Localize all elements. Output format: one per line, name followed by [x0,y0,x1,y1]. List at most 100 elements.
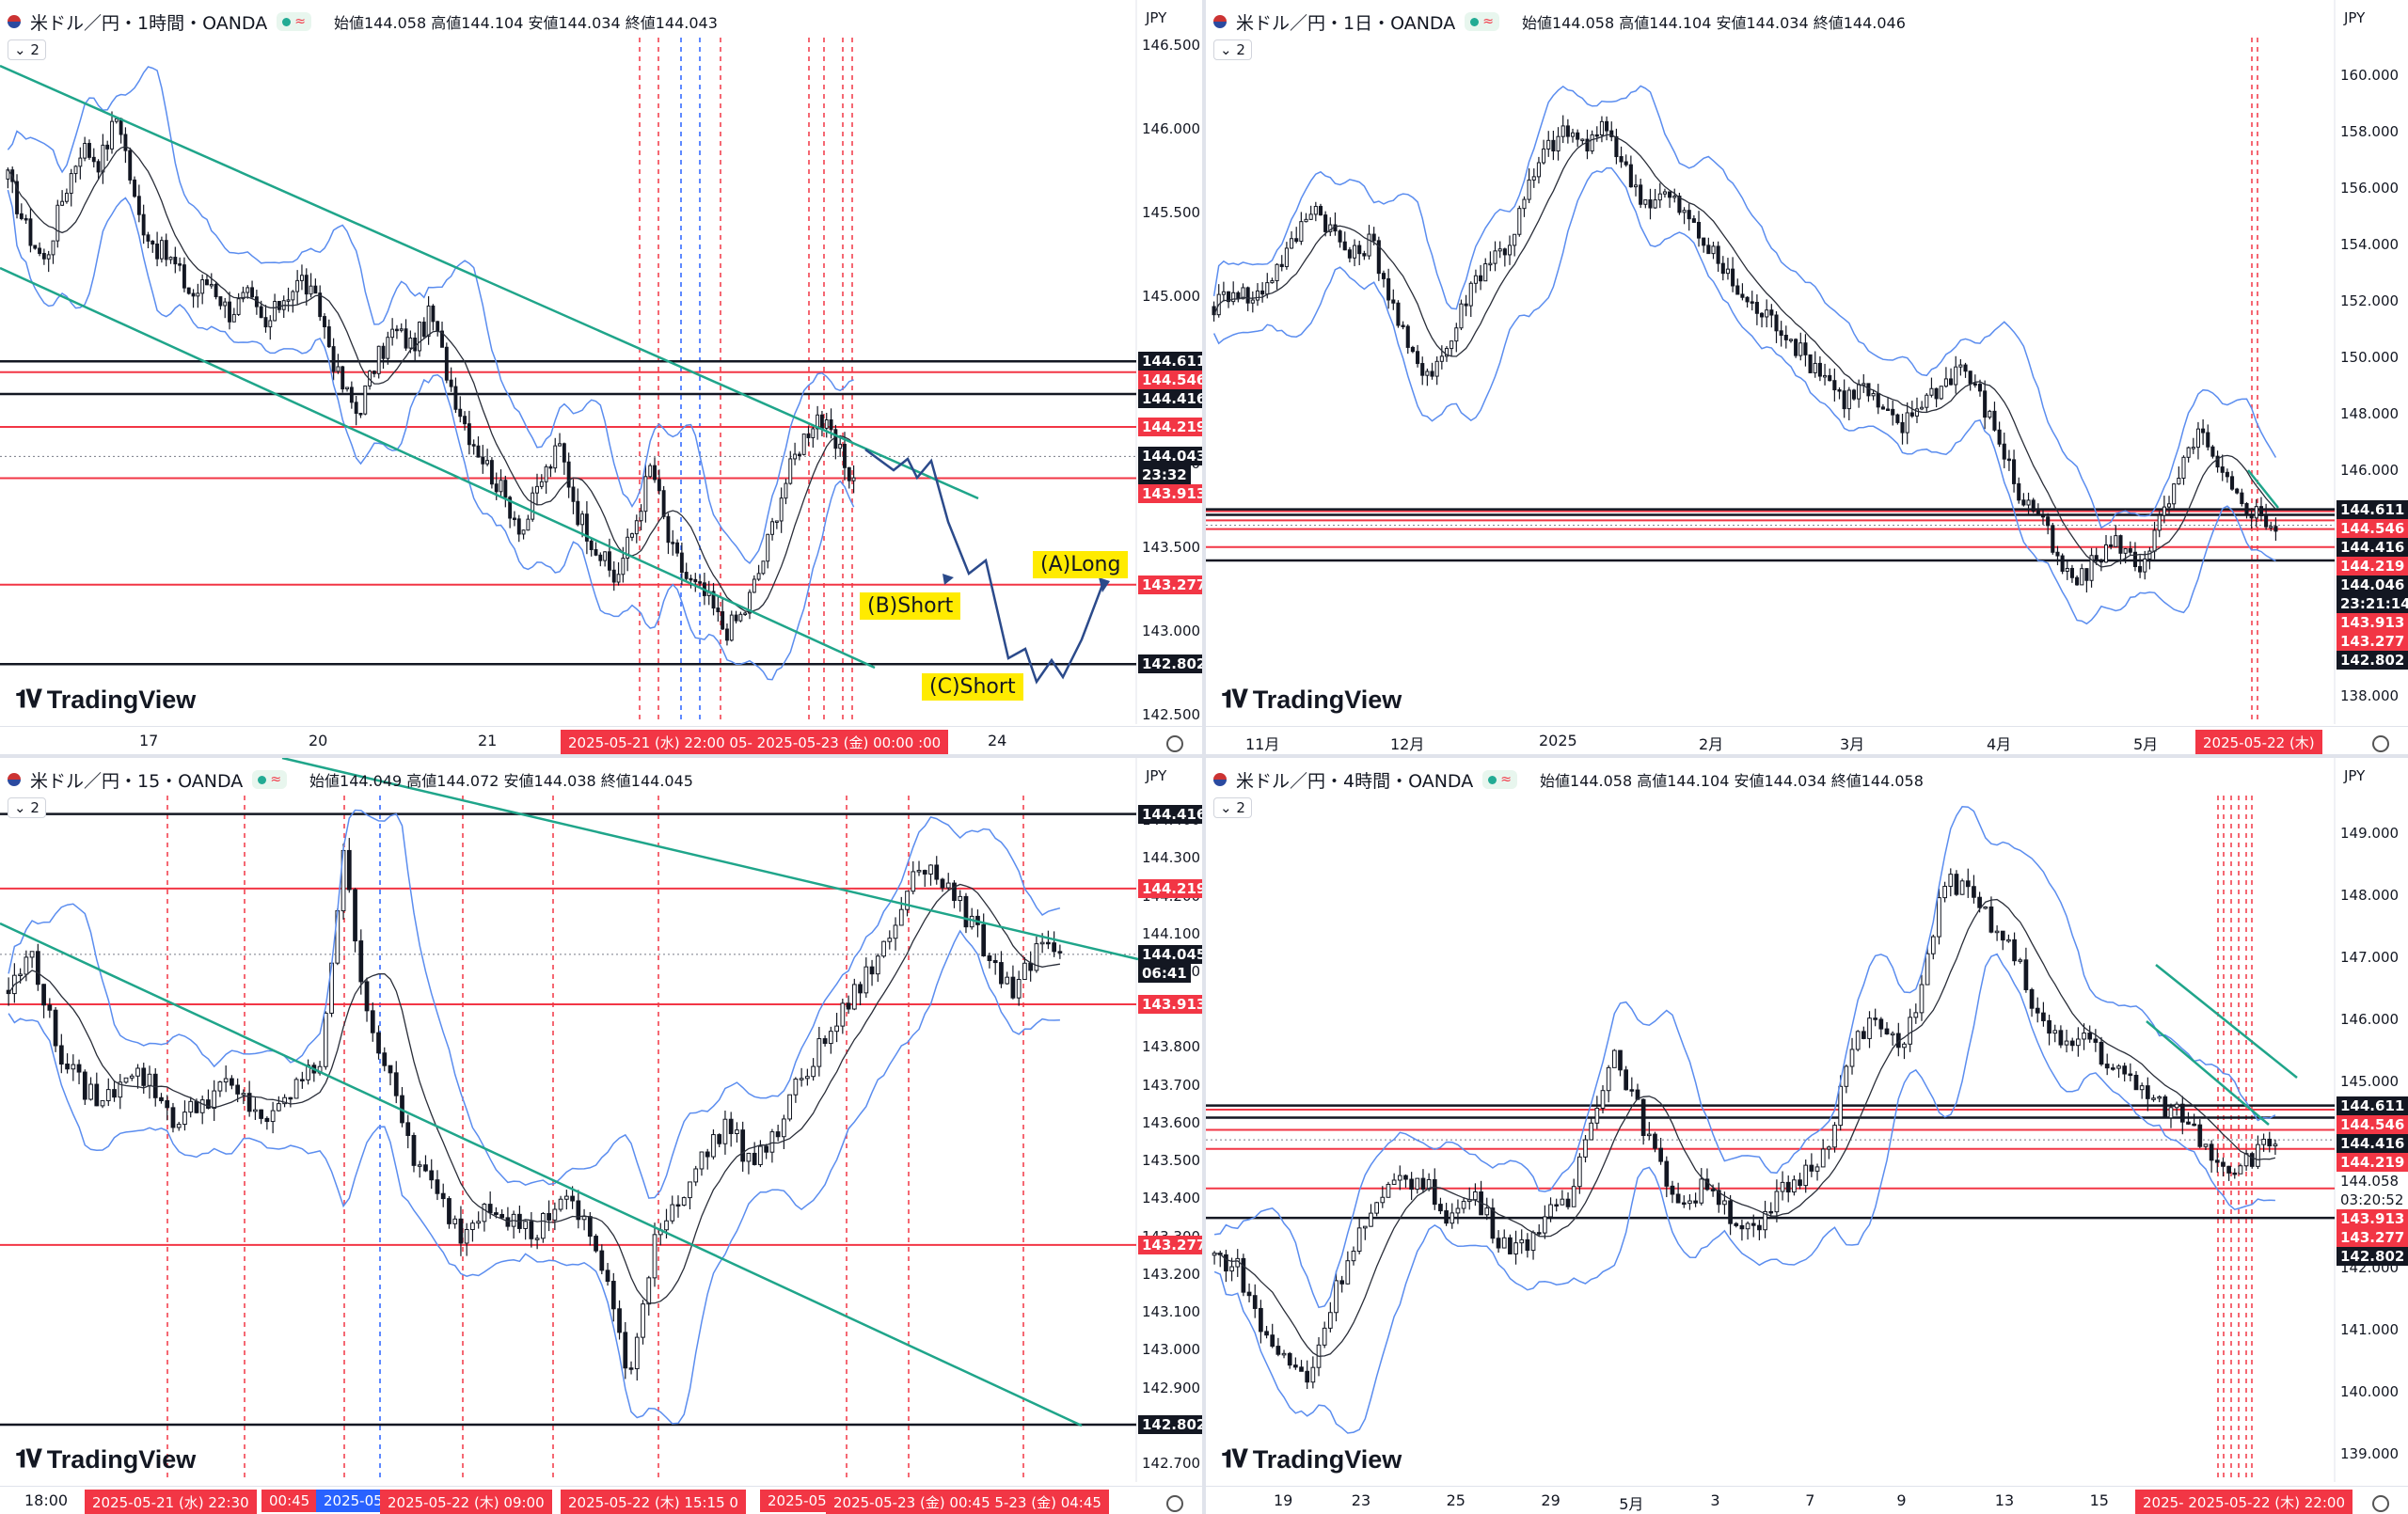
symbol-title[interactable]: 米ドル／円・4時間・OANDA [1236,770,1474,792]
candle [1754,302,1759,314]
price-chart-1h[interactable] [0,0,1202,754]
candle [1633,184,1639,188]
annotation-a-long[interactable]: (A)Long [1033,551,1129,578]
price-tag[interactable]: 142.802 [2337,1246,2408,1266]
annotation-b-short[interactable]: (B)Short [860,592,961,620]
time-selection-2[interactable]: 00:45 [261,1490,318,1512]
price-tag[interactable]: 144.219 [1138,878,1202,898]
candle [1290,238,1294,249]
price-tag[interactable]: 142.802 [2337,650,2408,670]
price-tag[interactable]: 143.913 [1138,484,1202,504]
currency-label[interactable]: JPY [1146,9,1167,26]
price-tag[interactable]: 144.546 [1138,371,1202,390]
status-pill[interactable]: ≈ [252,770,288,789]
price-tag[interactable]: 23:32 [1138,465,1191,485]
settings-icon[interactable] [1166,735,1183,752]
price-tag[interactable]: 03:20:52 [2337,1190,2408,1209]
price-tag[interactable]: 144.416 [1138,804,1202,824]
chart-panel-1h[interactable]: 米ドル／円・1時間・OANDA ≈ 始値144.058 高値144.104 安値… [0,0,1202,754]
symbol-title[interactable]: 米ドル／円・1日・OANDA [1236,12,1456,34]
time-axis[interactable] [0,726,1202,754]
time-axis[interactable] [0,1486,1202,1514]
candle [2256,1143,2260,1167]
indicator-collapse-button[interactable]: ⌄ 2 [8,39,46,60]
price-tag[interactable]: 144.046 [2337,575,2408,594]
chart-panel-1d[interactable]: 米ドル／円・1日・OANDA ≈ 始値144.058 高値144.104 安値1… [1206,0,2408,754]
y-tick-label: 141.000 [2340,1321,2400,1338]
price-chart-4h[interactable] [1206,758,2408,1514]
price-chart-15m[interactable] [0,758,1202,1514]
settings-icon[interactable] [2372,735,2389,752]
price-tag[interactable]: 144.416 [2337,1133,2408,1153]
price-tag[interactable]: 144.219 [2337,556,2408,576]
panel-divider-h[interactable] [0,754,2408,758]
price-tag[interactable]: 144.546 [2337,1114,2408,1134]
price-tag[interactable]: 144.219 [2337,1152,2408,1172]
price-tag[interactable]: 144.546 [2337,518,2408,538]
candle [1484,1207,1490,1216]
time-selection-5[interactable]: 2025-05-22 (木) 15:15 0 [561,1490,746,1514]
indicator-count: 2 [1236,41,1245,58]
price-tag[interactable]: 06:41 [1138,963,1191,983]
indicator-collapse-button[interactable]: ⌄ 2 [1213,797,1252,818]
time-selection-1[interactable]: 2025-05-21 (水) 22:30 [85,1490,257,1514]
time-axis[interactable] [1206,726,2408,754]
price-tag[interactable]: 144.611 [2337,1096,2408,1115]
time-selection-range[interactable]: 2025-05-22 (木) [2195,730,2322,754]
price-tag[interactable]: 142.802 [1138,654,1202,674]
tradingview-logo[interactable]: 𝟏𝐕 TradingView [15,685,196,715]
price-tag[interactable]: 143.277 [1138,1235,1202,1254]
candle [646,1277,652,1305]
price-tag[interactable]: 143.913 [2337,1208,2408,1228]
tradingview-logo[interactable]: 𝟏𝐕 TradingView [1221,1444,1402,1475]
status-pill[interactable]: ≈ [1482,770,1517,789]
currency-label[interactable]: JPY [2344,767,2366,784]
indicator-collapse-button[interactable]: ⌄ 2 [8,797,46,818]
price-tag[interactable]: 143.277 [1138,575,1202,594]
candle [188,1100,194,1113]
symbol-title[interactable]: 米ドル／円・15・OANDA [30,770,244,792]
chart-panel-4h[interactable]: 米ドル／円・4時間・OANDA ≈ 始値144.058 高値144.104 安値… [1206,758,2408,1514]
status-pill[interactable]: ≈ [277,12,311,31]
price-tag[interactable]: 144.219 [1138,418,1202,437]
currency-label[interactable]: JPY [2344,9,2366,26]
price-tag[interactable]: 144.611 [1138,352,1202,371]
annotation-c-short[interactable]: (C)Short [922,673,1023,701]
candle [128,150,133,181]
price-tag[interactable]: 23:21:14 [2337,593,2408,613]
price-tag[interactable]: 143.913 [1138,995,1202,1015]
time-selection-7[interactable]: 2025-05-23 (金) 00:45 5-23 (金) 04:45 [826,1490,1109,1514]
price-chart-1d[interactable] [1206,0,2408,754]
candle [1820,1148,1826,1168]
candle [2195,428,2200,449]
price-tag[interactable]: 142.802 [1138,1414,1202,1434]
price-tag[interactable]: 144.058 [2337,1171,2403,1191]
time-selection-range[interactable]: 2025- 2025-05-22 (木) 22:00 [2135,1490,2353,1514]
candle [508,497,513,519]
ohlc-values: 始値144.058 高値144.104 安値144.034 終値144.058 [1539,772,1924,790]
price-tag[interactable]: 144.043 [1138,447,1202,466]
tradingview-logo[interactable]: 𝟏𝐕 TradingView [1221,685,1402,715]
time-selection-4[interactable]: 2025-05-22 (木) 09:00 [380,1490,552,1514]
indicator-collapse-button[interactable]: ⌄ 2 [1213,39,1252,60]
time-axis[interactable] [1206,1486,2408,1514]
market-open-icon [282,17,292,26]
settings-icon[interactable] [1166,1495,1183,1512]
price-tag[interactable]: 144.416 [2337,537,2408,557]
chart-panel-15m[interactable]: 米ドル／円・15・OANDA ≈ 始値144.049 高値144.072 安値1… [0,758,1202,1514]
price-tag[interactable]: 143.277 [2337,1227,2408,1247]
price-tag[interactable]: 144.611 [2337,499,2408,519]
price-tag[interactable]: 144.416 [1138,389,1202,409]
time-selection-range[interactable]: 2025-05-21 (水) 22:00 05- 2025-05-23 (金) … [561,730,949,754]
price-tag[interactable]: 144.045 [1138,944,1202,964]
currency-label[interactable]: JPY [1146,767,1167,784]
price-tag[interactable]: 143.277 [2337,631,2408,651]
status-pill[interactable]: ≈ [1465,12,1499,31]
x-tick-21: 21 [478,732,498,749]
tradingview-logo[interactable]: 𝟏𝐕 TradingView [15,1444,196,1475]
price-tag[interactable]: 143.913 [2337,612,2408,632]
bollinger-upper [1213,806,2276,1309]
candle [1734,1222,1739,1226]
symbol-title[interactable]: 米ドル／円・1時間・OANDA [30,12,268,34]
settings-icon[interactable] [2372,1495,2389,1512]
